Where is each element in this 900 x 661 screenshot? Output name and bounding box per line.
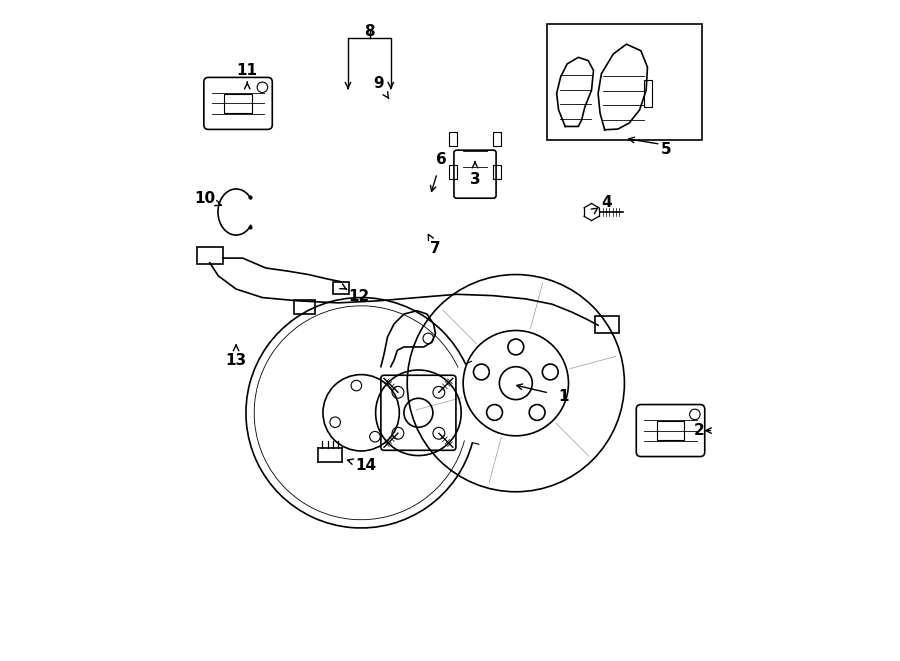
Text: 14: 14 — [356, 458, 376, 473]
Bar — [657, 421, 684, 440]
Text: 8: 8 — [364, 24, 375, 38]
Bar — [334, 282, 349, 293]
Text: 11: 11 — [237, 63, 257, 78]
Bar — [224, 95, 252, 112]
Text: 10: 10 — [194, 191, 216, 206]
Text: 9: 9 — [374, 76, 384, 91]
Bar — [449, 165, 456, 179]
Bar — [493, 132, 501, 146]
Bar — [449, 132, 456, 146]
Text: 3: 3 — [470, 172, 481, 186]
Text: 4: 4 — [601, 194, 612, 210]
Bar — [493, 165, 501, 179]
Text: 13: 13 — [226, 352, 247, 368]
Text: 1: 1 — [558, 389, 569, 404]
Text: 6: 6 — [436, 152, 446, 167]
Text: 5: 5 — [661, 142, 671, 157]
Text: 2: 2 — [693, 423, 704, 438]
Text: 12: 12 — [348, 289, 370, 304]
Text: 7: 7 — [430, 241, 441, 256]
Bar — [547, 24, 702, 139]
Bar — [644, 81, 652, 106]
